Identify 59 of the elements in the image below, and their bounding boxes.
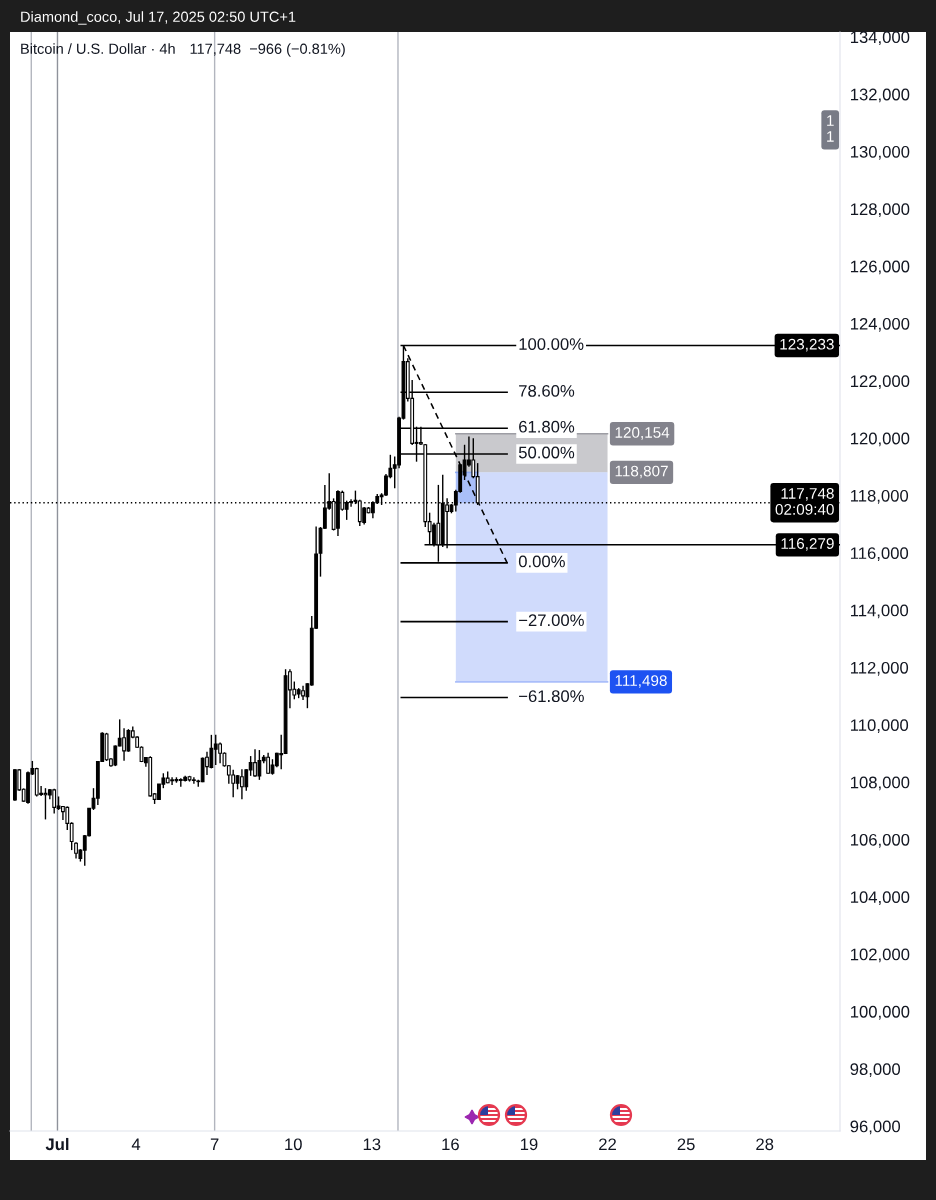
y-tick-label: 100,000 xyxy=(850,1005,910,1020)
annotation: 0.00% xyxy=(518,555,565,568)
y-tick-label: 108,000 xyxy=(850,776,910,791)
y-tick-label: 122,000 xyxy=(850,375,910,390)
annotation: 111,498 xyxy=(615,675,667,688)
annotation: 116,279 xyxy=(781,538,834,551)
y-tick-label: 114,000 xyxy=(850,604,909,619)
candlestick xyxy=(43,787,48,821)
y-tick-label: 132,000 xyxy=(850,88,910,103)
y-tick-label: 130,000 xyxy=(850,145,910,160)
x-tick-label: 16 xyxy=(442,1138,459,1151)
x-tick-label: 13 xyxy=(363,1138,381,1151)
candlestick xyxy=(231,769,236,799)
y-tick-label: 112,000 xyxy=(850,661,909,676)
annotation: 100.00% xyxy=(519,338,584,350)
x-tick-label: 25 xyxy=(677,1138,695,1151)
y-tick-label: 104,000 xyxy=(850,891,910,905)
y-tick-label: 98,000 xyxy=(850,1063,901,1077)
candlestick xyxy=(122,727,126,762)
x-tick-label: Jul xyxy=(45,1137,69,1151)
x-tick-label: 22 xyxy=(599,1138,616,1151)
y-tick-label: 106,000 xyxy=(850,833,910,848)
x-tick-label: 10 xyxy=(285,1138,302,1151)
y-tick-label: 110,000 xyxy=(850,719,909,733)
x-tick-label: 4 xyxy=(131,1138,141,1151)
y-tick-label: 128,000 xyxy=(850,203,910,218)
candlestick xyxy=(191,776,196,785)
annotation: 118,807 xyxy=(615,465,668,479)
y-tick-label: 118,000 xyxy=(850,489,909,504)
y-tick-label: 126,000 xyxy=(850,260,910,275)
annotation: 61.80% xyxy=(519,420,575,433)
y-tick-label: 116,000 xyxy=(850,547,909,562)
annotation: −61.80% xyxy=(519,690,584,703)
candlestick xyxy=(52,788,57,815)
y-tick-label: 120,000 xyxy=(850,432,910,447)
y-tick-label: 124,000 xyxy=(850,317,910,332)
annotation: 50.00% xyxy=(518,446,575,459)
annotation: 1 1 xyxy=(827,115,834,142)
candlestick xyxy=(349,498,353,508)
ref-line-label: 117,748 02:09:40 xyxy=(775,488,834,515)
annotation: 120,154 xyxy=(615,427,670,440)
text: 117,748 −966 (−0.81%) xyxy=(190,43,345,57)
annotation: 123,233 xyxy=(780,338,834,352)
candlestick xyxy=(266,751,271,775)
x-tick-label: 28 xyxy=(756,1138,774,1151)
candlestick xyxy=(240,768,244,801)
candlestick xyxy=(253,748,257,778)
x-tick-label: 7 xyxy=(210,1138,219,1151)
text: Diamond_coco, Jul 17, 2025 02:50 UTC+1 xyxy=(21,11,296,25)
candlestick xyxy=(170,776,174,786)
text: Bitcoin / U.S. Dollar · 4h xyxy=(21,43,175,54)
candlestick xyxy=(257,749,262,781)
y-tick-label: 102,000 xyxy=(850,948,910,963)
y-tick-label: 96,000 xyxy=(850,1120,901,1135)
candlestick xyxy=(213,734,218,766)
x-tick-label: 19 xyxy=(520,1138,538,1151)
annotation: −27.00% xyxy=(519,614,584,627)
annotation: 78.60% xyxy=(519,384,575,397)
y-tick-label: 134,000 xyxy=(850,31,910,46)
